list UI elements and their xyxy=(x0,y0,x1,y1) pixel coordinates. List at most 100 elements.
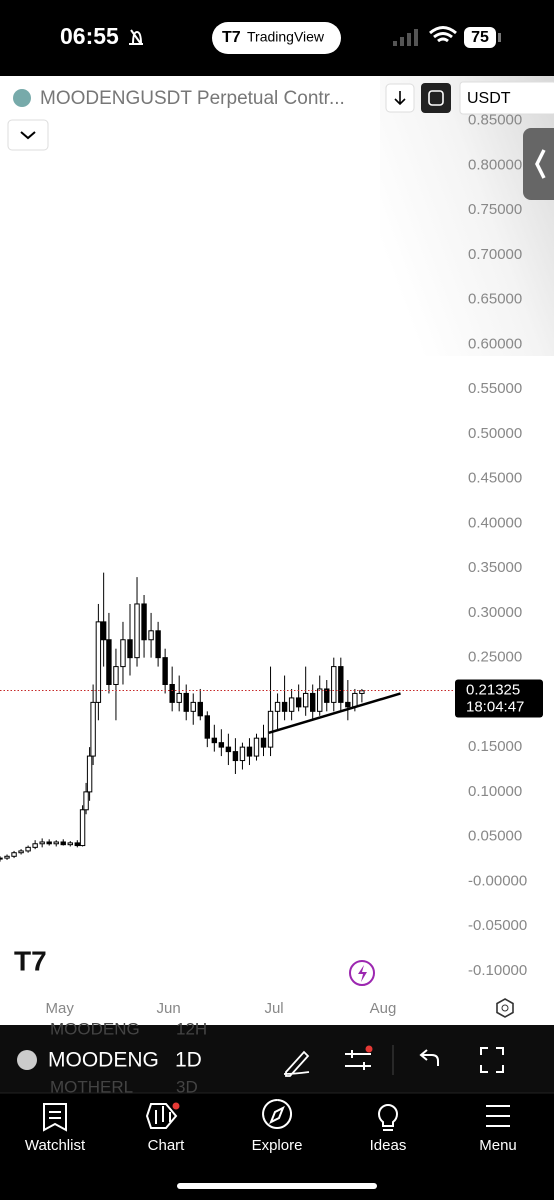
hidden-symbol: MOODENG xyxy=(50,1019,140,1038)
candle-body xyxy=(176,692,182,703)
compare-icon xyxy=(428,90,444,106)
undo[interactable] xyxy=(419,1049,439,1066)
candle-body xyxy=(155,630,161,659)
candle-body xyxy=(317,688,323,712)
candle-body xyxy=(162,657,168,685)
candle-body xyxy=(74,842,80,847)
candle-body xyxy=(0,857,3,860)
battery-tip xyxy=(498,33,501,42)
candle-body xyxy=(274,701,281,712)
candle-body xyxy=(281,701,288,712)
lightning-icon xyxy=(358,965,367,982)
y-tick-label: 0.15000 xyxy=(468,738,522,755)
candle-body xyxy=(338,666,344,703)
candle-body xyxy=(67,842,73,846)
candle-body xyxy=(260,737,267,748)
candle-body xyxy=(211,737,218,744)
currency-button[interactable] xyxy=(459,81,554,115)
candle-body xyxy=(120,639,126,668)
y-tick-label: 0.50000 xyxy=(468,425,522,442)
candle-body xyxy=(331,666,337,703)
candle-body xyxy=(232,751,239,762)
candle-body xyxy=(32,843,38,848)
nav-icon[interactable] xyxy=(43,1103,67,1132)
candle-body xyxy=(4,855,10,859)
y-tick-label: 0.85000 xyxy=(468,112,522,129)
nav-label[interactable]: Chart xyxy=(148,1137,186,1154)
draw-tool[interactable] xyxy=(283,1050,310,1077)
candle-body xyxy=(60,841,66,846)
candle-body xyxy=(53,841,59,845)
y-tick-label: 0.55000 xyxy=(468,380,522,397)
candle-body xyxy=(25,846,31,852)
toolbar-symbol[interactable]: MOODENG xyxy=(48,1049,159,1072)
candle-body xyxy=(183,692,189,712)
candle-body xyxy=(190,701,196,712)
last-price-box xyxy=(455,679,543,718)
candle-body xyxy=(197,701,203,717)
y-tick-label: 0.70000 xyxy=(468,246,522,263)
y-tick-label: 0.35000 xyxy=(468,559,522,576)
hidden-interval: 3D xyxy=(176,1077,198,1096)
mute-icon xyxy=(129,29,143,45)
y-tick-label: 0.10000 xyxy=(468,783,522,800)
y-tick-label: 0.30000 xyxy=(468,604,522,621)
toolbar xyxy=(0,1025,554,1093)
candle-body xyxy=(324,688,330,703)
symbol-title[interactable]: MOODENGUSDT Perpetual Contr... xyxy=(40,88,345,109)
nav-icon[interactable] xyxy=(145,1103,178,1129)
nav-bar: Watchlist Chart Explore Ideas Menu xyxy=(25,1099,517,1154)
app-name: TradingView xyxy=(247,29,325,45)
candle-body xyxy=(100,621,107,641)
y-tick-label: 0.65000 xyxy=(468,291,522,308)
last-price-label: 0.21325 xyxy=(466,681,520,698)
x-tick-label: May xyxy=(46,1000,75,1017)
plot: -0.10000 -0.05000 -0.00000 0.05000 0.10000 0.… xyxy=(0,112,543,1017)
collapse-button[interactable] xyxy=(7,119,49,151)
candle-body xyxy=(86,755,93,793)
toolbar-logo xyxy=(17,1050,37,1070)
nav-icon[interactable] xyxy=(378,1104,399,1131)
nav-icon[interactable] xyxy=(486,1105,510,1127)
y-tick-label: 0.45000 xyxy=(468,470,522,487)
fullscreen[interactable] xyxy=(480,1047,504,1073)
settings-dot xyxy=(501,1004,509,1012)
candle-body xyxy=(113,666,119,685)
y-tick-label: 0.25000 xyxy=(468,649,522,666)
y-tick-label: 0.40000 xyxy=(468,514,522,531)
down-icon xyxy=(394,91,406,106)
hidden-interval: 12H xyxy=(176,1019,207,1038)
y-tick-label: 0.80000 xyxy=(468,156,522,173)
compare-button[interactable] xyxy=(421,83,451,113)
battery xyxy=(464,27,496,48)
nav-label[interactable]: Explore xyxy=(252,1137,303,1154)
candle-body xyxy=(225,746,232,753)
y-tick-label: -0.10000 xyxy=(468,962,527,979)
candle-body xyxy=(39,841,45,845)
indicators[interactable] xyxy=(345,1050,371,1070)
nav-label[interactable]: Ideas xyxy=(370,1137,407,1154)
candle-body xyxy=(295,697,302,708)
wifi xyxy=(429,26,457,43)
clock: 06:55 xyxy=(60,23,119,49)
candle-body xyxy=(169,683,175,703)
nav-icon[interactable] xyxy=(262,1099,293,1129)
candle-body xyxy=(253,737,260,757)
candle-body xyxy=(310,692,316,712)
candle-body xyxy=(141,603,147,641)
candle-body xyxy=(18,850,24,854)
y-tick-label: 0.05000 xyxy=(468,828,522,845)
candle-body xyxy=(204,715,210,739)
y-tick-label: -0.05000 xyxy=(468,917,527,934)
toolbar-interval[interactable]: 1D xyxy=(175,1049,202,1072)
settings-button[interactable] xyxy=(496,998,514,1018)
y-tick-label: 0.75000 xyxy=(468,201,522,218)
nav-label[interactable]: Watchlist xyxy=(25,1137,86,1154)
countdown: 18:04:47 xyxy=(466,698,524,715)
x-tick-label: Aug xyxy=(370,1000,397,1017)
candle-body xyxy=(267,710,274,748)
nav-label[interactable]: Menu xyxy=(479,1137,517,1154)
indicators-dot xyxy=(365,1045,373,1053)
candle-body xyxy=(90,701,96,757)
